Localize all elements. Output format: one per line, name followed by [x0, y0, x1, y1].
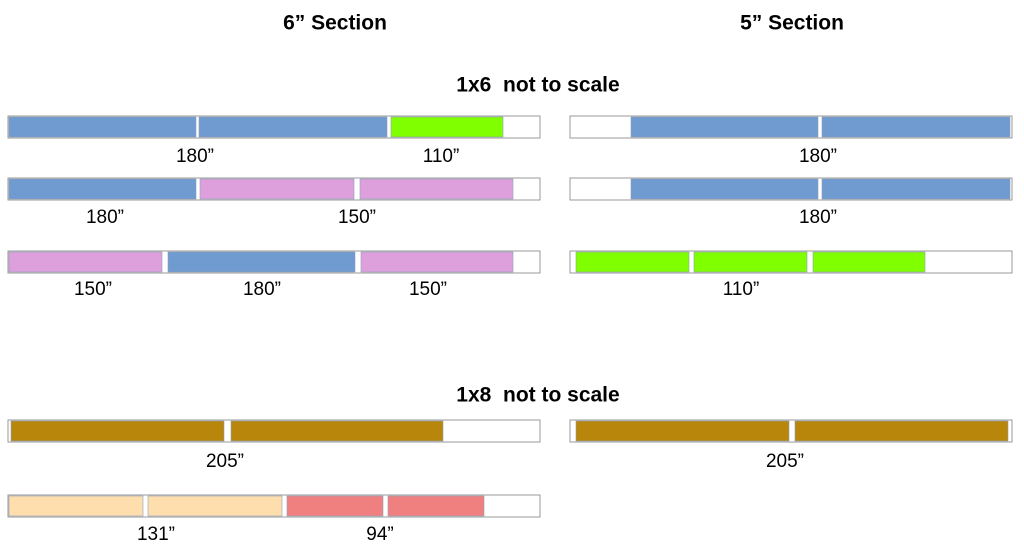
cut-piece [359, 178, 514, 200]
header: 6” Section [283, 12, 387, 35]
cut-piece [630, 178, 819, 200]
piece-label: 180” [86, 207, 124, 228]
cut-piece [360, 251, 514, 273]
piece-label: 205” [206, 451, 244, 472]
cut-piece [821, 116, 1011, 138]
piece-label: 150” [409, 279, 447, 300]
piece-label: 110” [723, 279, 760, 300]
piece-label: 94” [366, 524, 393, 545]
cut-piece [286, 495, 384, 517]
cut-piece [8, 178, 197, 200]
cut-piece [230, 420, 444, 442]
piece-label: 205” [766, 451, 804, 472]
cut-piece [575, 420, 790, 442]
cut-piece [8, 116, 197, 138]
header: 5” Section [740, 12, 844, 35]
cut-piece [8, 495, 144, 517]
cut-piece [575, 251, 690, 273]
group-title: 1x6 not to scale [456, 74, 619, 97]
cut-piece [387, 495, 485, 517]
piece-label: 180” [176, 146, 214, 167]
cut-piece [794, 420, 1009, 442]
cut-piece [812, 251, 926, 273]
group-title: 1x8 not to scale [456, 384, 619, 407]
cut-piece [390, 116, 504, 138]
piece-label: 150” [338, 207, 376, 228]
piece-label: 131” [137, 524, 175, 545]
piece-label: 180” [799, 146, 837, 167]
cut-piece [198, 116, 388, 138]
cut-piece [167, 251, 356, 273]
cut-piece [821, 178, 1011, 200]
piece-label: 180” [243, 279, 281, 300]
cut-piece [8, 251, 163, 273]
piece-label: 110” [423, 146, 460, 167]
cut-piece [693, 251, 808, 273]
cut-piece [199, 178, 355, 200]
piece-label: 150” [74, 279, 112, 300]
piece-label: 180” [799, 207, 837, 228]
cut-piece [630, 116, 819, 138]
cut-piece [147, 495, 283, 517]
cut-piece [10, 420, 225, 442]
